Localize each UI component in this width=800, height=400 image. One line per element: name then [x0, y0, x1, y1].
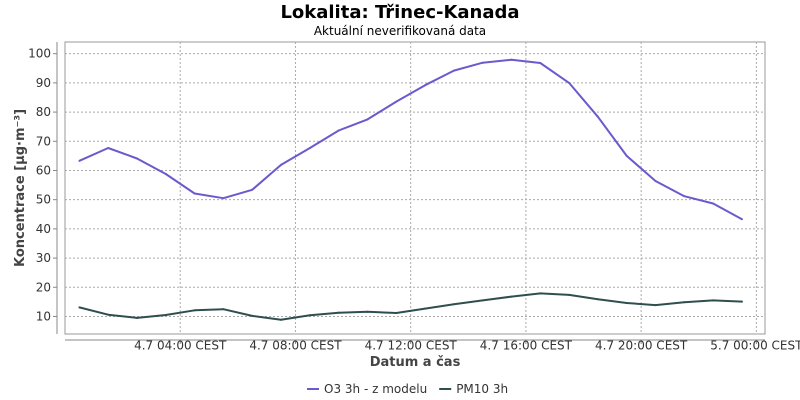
series-0-point: [337, 129, 340, 132]
y-gridlines: [65, 53, 765, 317]
series-1-point: [596, 298, 599, 301]
series-line-1: [79, 292, 743, 321]
series-1-point: [107, 313, 110, 316]
series-1-point: [337, 311, 340, 314]
x-ticks: 4.7 04:00 CEST 4.7 08:00 CEST 4.7 12:00 CE…: [134, 338, 800, 352]
series-0-point: [625, 154, 628, 157]
chart-title: Lokalita: Třinec-Kanada: [280, 2, 519, 23]
x-axis: 4.7 04:00 CEST 4.7 08:00 CEST 4.7 12:00 CE…: [65, 338, 800, 352]
series-0-point: [481, 61, 484, 64]
y-tick-label: 50: [36, 193, 51, 207]
series-1-point: [568, 293, 571, 296]
series-1-point: [136, 316, 139, 319]
plot-background: [64, 41, 766, 335]
series-1-point: [481, 299, 484, 302]
series-1-point: [712, 299, 715, 302]
x-axis-label: Datum a čas: [370, 355, 461, 370]
x-tick-label: 4.7 20:00 CEST: [595, 338, 688, 352]
series-1-point: [683, 301, 686, 304]
legend-label: PM10 3h: [456, 382, 508, 396]
series-1-point: [164, 314, 167, 317]
series-0-point: [596, 115, 599, 118]
series-0-point: [107, 146, 110, 149]
series-0-point: [452, 69, 455, 72]
series-0-point: [740, 218, 743, 221]
x-tick-label: 4.7 16:00 CEST: [480, 338, 573, 352]
series-1-point: [308, 314, 311, 317]
series-1-point: [193, 309, 196, 312]
series-1-point: [654, 304, 657, 307]
chart-subtitle: Aktuální neverifikovaná data: [314, 24, 486, 38]
y-tick-label: 80: [36, 105, 51, 119]
y-axis: 10 20 30 40 50 60 70 80 90 100: [28, 42, 58, 334]
series-1-point: [280, 318, 283, 321]
legend: O3 3h - z modelu PM10 3h: [307, 382, 508, 396]
x-tick-label: 4.7 04:00 CEST: [134, 338, 227, 352]
x-tick-label: 4.7 08:00 CEST: [249, 338, 342, 352]
series-0-point: [366, 118, 369, 121]
x-gridlines: [179, 42, 757, 334]
series-0-point: [308, 146, 311, 149]
series-layer: [78, 58, 743, 321]
y-ticks: 10 20 30 40 50 60 70 80 90 100: [28, 47, 57, 323]
series-1-point: [625, 302, 628, 305]
series-0-point: [395, 100, 398, 103]
series-0-point: [424, 84, 427, 87]
series-0-point: [510, 58, 513, 61]
series-0-point: [222, 197, 225, 200]
y-tick-label: 90: [36, 76, 51, 90]
series-0-point: [193, 192, 196, 195]
series-0-point: [280, 163, 283, 166]
series-1-point: [251, 314, 254, 317]
series-1-point: [78, 306, 81, 309]
series-0-point: [539, 62, 542, 65]
y-tick-label: 30: [36, 251, 51, 265]
series-0-point: [251, 188, 254, 191]
series-0-point: [136, 157, 139, 160]
plot-area: [64, 41, 766, 335]
series-1-point: [539, 292, 542, 295]
series-0-point: [712, 202, 715, 205]
y-tick-label: 20: [36, 280, 51, 294]
y-axis-label: Koncentrace [µg·m⁻³]: [13, 109, 28, 267]
series-0-point: [568, 81, 571, 84]
y-tick-label: 10: [36, 309, 51, 323]
series-0-point: [78, 159, 81, 162]
series-1-point: [222, 308, 225, 311]
series-1-point: [395, 311, 398, 314]
series-0-point: [683, 195, 686, 198]
series-1-point: [452, 303, 455, 306]
y-tick-label: 100: [28, 47, 51, 61]
y-tick-label: 40: [36, 222, 51, 236]
series-1-point: [424, 307, 427, 310]
series-line-0: [78, 58, 743, 221]
x-tick-label: 5.7 00:00 CEST: [710, 338, 800, 352]
series-1-point: [740, 300, 743, 303]
legend-label: O3 3h - z modelu: [324, 382, 427, 396]
series-0-point: [654, 179, 657, 182]
series-1-point: [510, 295, 513, 298]
x-tick-label: 4.7 12:00 CEST: [365, 338, 458, 352]
series-1-point: [366, 310, 369, 313]
series-0-point: [164, 172, 167, 175]
y-tick-label: 60: [36, 163, 51, 177]
y-tick-label: 70: [36, 134, 51, 148]
